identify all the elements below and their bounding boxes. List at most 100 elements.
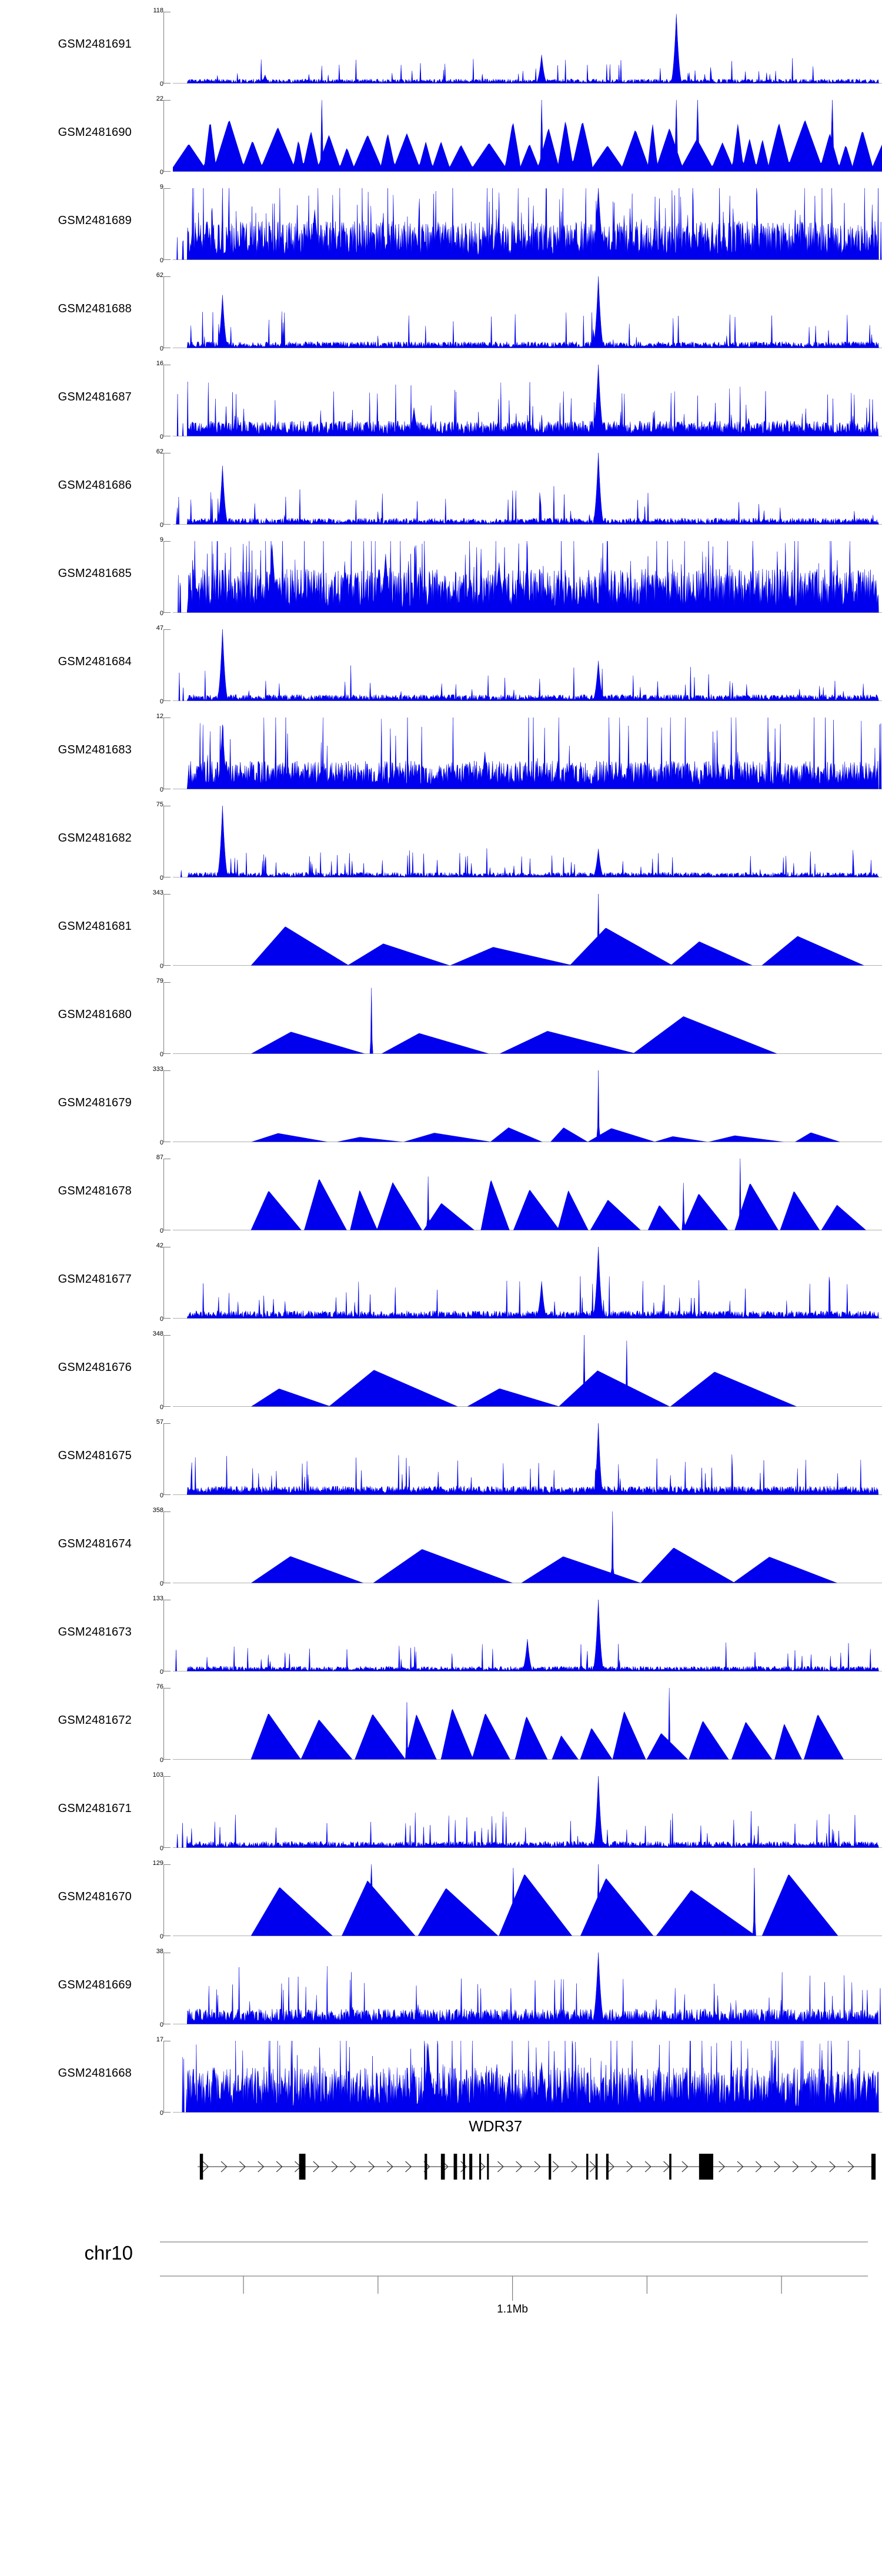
exon-block[interactable]	[699, 2154, 713, 2180]
track-data-plot[interactable]	[173, 441, 882, 529]
axis-max-value: 129	[152, 1860, 163, 1867]
track-data-plot[interactable]	[173, 706, 882, 794]
axis-min-value: 0	[159, 1669, 163, 1676]
track-row[interactable]: GSM2481682 75 0	[0, 794, 882, 882]
track-row[interactable]: GSM2481688 62 0	[0, 265, 882, 353]
exon-block[interactable]	[595, 2154, 598, 2180]
track-row[interactable]: GSM2481674 358 0	[0, 1500, 882, 1588]
track-row[interactable]: GSM2481671 103 0	[0, 1764, 882, 1853]
track-sample-label: GSM2481674	[58, 1537, 132, 1550]
coverage-profile-svg	[173, 718, 882, 789]
track-label-cell: GSM2481676	[0, 1323, 136, 1412]
axis-max-value: 22	[156, 95, 163, 102]
track-sample-label: GSM2481680	[58, 1007, 132, 1021]
exon-block[interactable]	[199, 2154, 203, 2180]
exon-block[interactable]	[469, 2154, 473, 2180]
track-data-plot[interactable]	[173, 1412, 882, 1500]
track-data-plot[interactable]	[173, 794, 882, 882]
track-data-plot[interactable]	[173, 1941, 882, 2029]
track-data-plot[interactable]	[173, 1147, 882, 1235]
axis-bracket	[163, 629, 171, 701]
track-data-plot[interactable]	[173, 1323, 882, 1412]
track-row[interactable]: GSM2481677 42 0	[0, 1235, 882, 1323]
track-data-plot[interactable]	[173, 353, 882, 441]
track-data-plot[interactable]	[173, 1764, 882, 1853]
track-row[interactable]: GSM2481681 343 0	[0, 882, 882, 970]
exon-block[interactable]	[871, 2154, 876, 2180]
track-sample-label: GSM2481675	[58, 1449, 132, 1462]
track-row[interactable]: GSM2481687 16 0	[0, 353, 882, 441]
exon-block[interactable]	[549, 2154, 552, 2180]
track-data-plot[interactable]	[173, 1588, 882, 1676]
track-row[interactable]: GSM2481676 348 0	[0, 1323, 882, 1412]
axis-max-value: 76	[156, 1683, 163, 1690]
track-row[interactable]: GSM2481686 62 0	[0, 441, 882, 529]
exon-block[interactable]	[463, 2154, 465, 2180]
track-data-plot[interactable]	[173, 882, 882, 970]
axis-min-value: 0	[159, 1139, 163, 1146]
track-data-plot[interactable]	[173, 970, 882, 1059]
track-row[interactable]: GSM2481678 87 0	[0, 1147, 882, 1235]
track-label-cell: GSM2481685	[0, 529, 136, 618]
track-label-cell: GSM2481690	[0, 88, 136, 176]
track-data-plot[interactable]	[173, 618, 882, 706]
track-data-plot[interactable]	[173, 0, 882, 88]
track-data-plot[interactable]	[173, 1853, 882, 1941]
exon-block[interactable]	[669, 2154, 671, 2180]
exon-block[interactable]	[487, 2154, 489, 2180]
exon-block[interactable]	[586, 2154, 589, 2180]
track-row[interactable]: GSM2481675 57 0	[0, 1412, 882, 1500]
track-data-plot[interactable]	[173, 176, 882, 265]
track-sample-label: GSM2481688	[58, 302, 132, 315]
track-row[interactable]: GSM2481680 79 0	[0, 970, 882, 1059]
track-row[interactable]: GSM2481673 133 0	[0, 1588, 882, 1676]
track-row[interactable]: GSM2481683 12 0	[0, 706, 882, 794]
strand-arrow-icon	[847, 2161, 854, 2173]
track-data-plot[interactable]	[173, 1676, 882, 1764]
track-row[interactable]: GSM2481685 9 0	[0, 529, 882, 618]
coverage-area	[173, 1688, 882, 1760]
track-row[interactable]: GSM2481679 333 0	[0, 1059, 882, 1147]
track-row[interactable]: GSM2481668 17 0	[0, 2029, 882, 2117]
track-row[interactable]: GSM2481669 38 0	[0, 1941, 882, 2029]
coverage-area	[173, 453, 882, 525]
axis-min-value: 0	[159, 433, 163, 441]
exon-block[interactable]	[479, 2154, 482, 2180]
track-label-cell: GSM2481668	[0, 2029, 136, 2117]
coverage-area	[173, 629, 882, 701]
track-data-plot[interactable]	[173, 2029, 882, 2117]
track-row[interactable]: GSM2481690 22 0	[0, 88, 882, 176]
ruler-svg	[160, 2234, 868, 2322]
track-data-plot[interactable]	[173, 1059, 882, 1147]
track-y-axis: 22 0	[136, 88, 173, 176]
track-label-cell: GSM2481675	[0, 1412, 136, 1500]
exon-block[interactable]	[425, 2154, 427, 2180]
track-data-plot[interactable]	[173, 265, 882, 353]
track-row[interactable]: GSM2481670 129 0	[0, 1853, 882, 1941]
track-row[interactable]: GSM2481672 76 0	[0, 1676, 882, 1764]
coverage-area	[173, 100, 882, 172]
coverage-area	[173, 1159, 882, 1230]
strand-arrow-icon	[239, 2161, 246, 2173]
axis-max-value: 343	[152, 889, 163, 896]
track-row[interactable]: GSM2481684 47 0	[0, 618, 882, 706]
track-data-plot[interactable]	[173, 88, 882, 176]
exon-block[interactable]	[606, 2154, 609, 2180]
exon-block[interactable]	[440, 2154, 445, 2180]
axis-max-value: 62	[156, 448, 163, 455]
coverage-area	[173, 1335, 882, 1407]
track-data-plot[interactable]	[173, 1500, 882, 1588]
axis-bracket	[163, 1776, 171, 1848]
gene-model-svg[interactable]	[173, 2143, 882, 2190]
strand-arrow-icon	[313, 2161, 320, 2173]
track-data-plot[interactable]	[173, 1235, 882, 1323]
track-row[interactable]: GSM2481691 118 0	[0, 0, 882, 88]
track-data-plot[interactable]	[173, 529, 882, 618]
exon-block[interactable]	[299, 2154, 306, 2180]
track-row[interactable]: GSM2481689 9 0	[0, 176, 882, 265]
strand-arrow-icon	[607, 2161, 615, 2173]
coverage-area	[173, 1247, 882, 1319]
coverage-profile-svg	[173, 1423, 882, 1495]
strand-arrow-icon	[386, 2161, 393, 2173]
exon-block[interactable]	[453, 2154, 457, 2180]
